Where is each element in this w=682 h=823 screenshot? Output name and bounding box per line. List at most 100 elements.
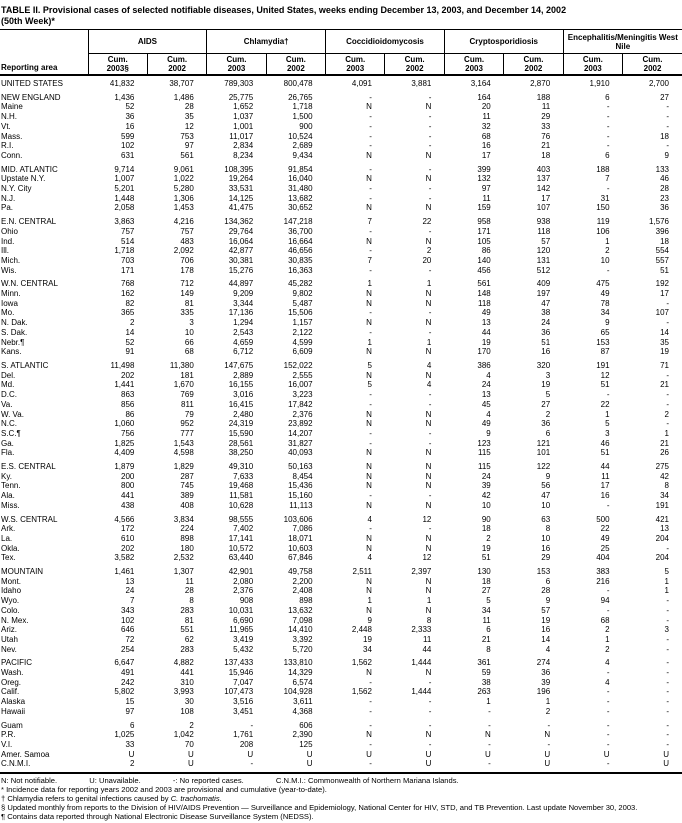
value-cell: 1 [367,596,372,606]
table-row: Fla. 4,409 4,598 38,250 40,093 N N 115 101 51 26 [0,448,682,458]
value-cell: 1,670 [173,380,194,390]
value-cell: 1,294 [233,318,254,328]
value-cell: 118 [477,298,491,308]
value-cell: - [606,112,610,122]
value-cell: 2 [426,246,432,256]
value-cell: - [369,524,372,534]
value-cell: 56 [541,481,551,491]
value-cell: 97 [184,141,194,151]
reporting-area-cell: R.I. [1,141,14,151]
value-cell: 11 [601,471,610,481]
header-sub-row: Cum. 2003§ Cum. 2002 Cum. 2003 Cum. 2002 Cum… [0,53,682,76]
value-cell: 24 [125,586,135,596]
value-cell: U [188,759,194,769]
value-cell: 28 [184,586,194,596]
table-row: Ind. 514 483 16,064 16,664 N N 105 57 1 18 [0,237,682,247]
value-cell: 34 [600,308,610,318]
value-cell: 5 [367,380,372,390]
col-coccidioidomycosis-cum-2002: Cum. 2002 [384,53,445,76]
value-cell: 8 [426,615,432,625]
table-row: Ga. 1,825 1,543 28,561 31,827 - - 123 121 46 21 [0,439,682,449]
value-cell: N [366,289,372,299]
reporting-area-cell: La. [1,533,13,543]
value-cell: 19,264 [228,174,254,184]
value-cell: 11,017 [229,131,254,141]
table-header: Reporting area AIDS Chlamydia† Coccidioi… [0,29,682,76]
value-cell: - [606,265,610,275]
value-cell: 97 [481,184,491,194]
value-cell: 6 [486,625,491,635]
value-cell: 561 [477,279,491,289]
reporting-area-cell: Del. [1,370,16,380]
value-cell: 123 [477,438,491,448]
value-cell: N [366,409,372,419]
value-cell: 757 [180,226,194,236]
value-cell: - [666,543,669,553]
value-cell: 17,842 [288,399,313,409]
value-cell: U [544,759,551,769]
value-cell: 11 [541,102,551,112]
table-row: E.S. CENTRAL 1,879 1,829 49,310 50,163 N N 115 1… [0,462,682,472]
value-cell: 2,397 [411,567,432,577]
value-cell: - [428,706,432,716]
table-row: N.C. 1,060 952 24,319 23,892 N N 49 36 5 - [0,419,682,429]
value-cell: 1,562 [351,687,372,697]
table-row: Guam 6 2 - 606 - - - - - - [0,721,682,731]
value-cell: 706 [180,255,194,265]
reporting-area-cell: Wyo. [1,596,20,606]
value-cell: 14 [541,634,551,644]
value-cell: 7,402 [233,524,254,534]
value-cell: 197 [536,289,551,299]
reporting-area-cell: PACIFIC [1,658,32,668]
value-cell: - [369,265,372,275]
footnote-section-sign: § Updated monthly from reports to the Di… [1,803,638,813]
value-cell: 16,664 [288,236,313,246]
value-cell: 16 [541,347,551,357]
value-cell: 13 [125,576,135,586]
value-cell: 51 [481,553,491,563]
value-cell: N [425,481,432,491]
value-cell: N [425,419,432,429]
value-cell: 800,478 [283,79,313,88]
value-cell: 51 [600,448,610,458]
reporting-area-cell: W.N. CENTRAL [1,279,58,289]
value-cell: 1,652 [233,102,254,112]
value-cell: N [366,586,372,596]
value-cell: N [484,730,491,740]
reporting-area-cell: N. Dak. [1,318,28,328]
value-cell: 1,500 [292,112,313,122]
value-cell: 557 [655,255,669,265]
value-cell: 3,223 [292,390,313,400]
value-cell: 30,381 [228,255,254,265]
value-cell: 8 [664,481,669,491]
reporting-area-cell: C.N.M.I. [1,759,31,769]
value-cell: N [366,236,372,246]
value-cell: 18 [660,131,669,141]
value-cell: 2 [486,533,491,543]
value-cell: 9 [545,596,551,606]
value-cell: 4,598 [173,448,194,458]
table-row: Amer. Samoa U U U U U U U U U U [0,750,682,760]
cum-label: Cum. [464,55,485,64]
value-cell: 1,453 [173,203,194,213]
value-cell: - [369,399,372,409]
reporting-area-cell: E.S. CENTRAL [1,462,56,472]
symbol-legend: N: Not notifiable. U: Unavailable. -: No… [1,776,681,785]
value-cell: 9 [605,318,610,328]
value-cell: - [666,596,669,606]
value-cell: 131 [536,255,551,265]
value-cell: 6,609 [292,347,313,357]
value-cell: 30 [184,697,194,707]
value-cell: 5,802 [114,687,135,697]
value-cell: 2,889 [233,370,254,380]
reporting-area-cell: Mass. [1,131,23,141]
value-cell: N [425,462,432,472]
value-cell: 49,310 [228,462,254,472]
value-cell: N [425,102,432,112]
value-cell: 5 [545,390,551,400]
value-cell: - [369,121,372,131]
value-cell: - [666,605,669,615]
value-cell: - [606,500,610,510]
table-row: Wyo. 7 8 908 898 1 1 5 9 94 - [0,596,682,606]
value-cell: 162 [121,289,135,299]
